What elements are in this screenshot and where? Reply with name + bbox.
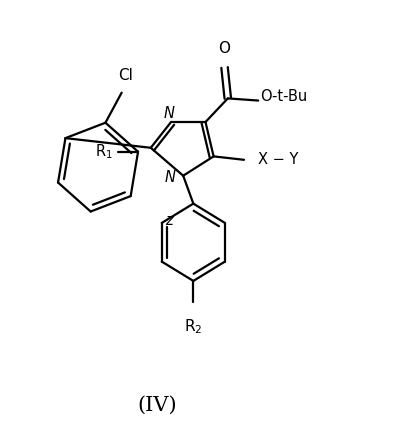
- Text: R$_1$: R$_1$: [95, 142, 113, 161]
- Text: O: O: [219, 41, 231, 56]
- Text: N: N: [165, 170, 176, 184]
- Text: z: z: [165, 213, 173, 227]
- Text: (IV): (IV): [137, 395, 177, 414]
- Text: X − Y: X − Y: [258, 152, 298, 167]
- Text: Cl: Cl: [118, 68, 133, 83]
- Text: R$_2$: R$_2$: [184, 316, 203, 335]
- Text: O-t-Bu: O-t-Bu: [260, 89, 307, 104]
- Text: N: N: [164, 106, 175, 121]
